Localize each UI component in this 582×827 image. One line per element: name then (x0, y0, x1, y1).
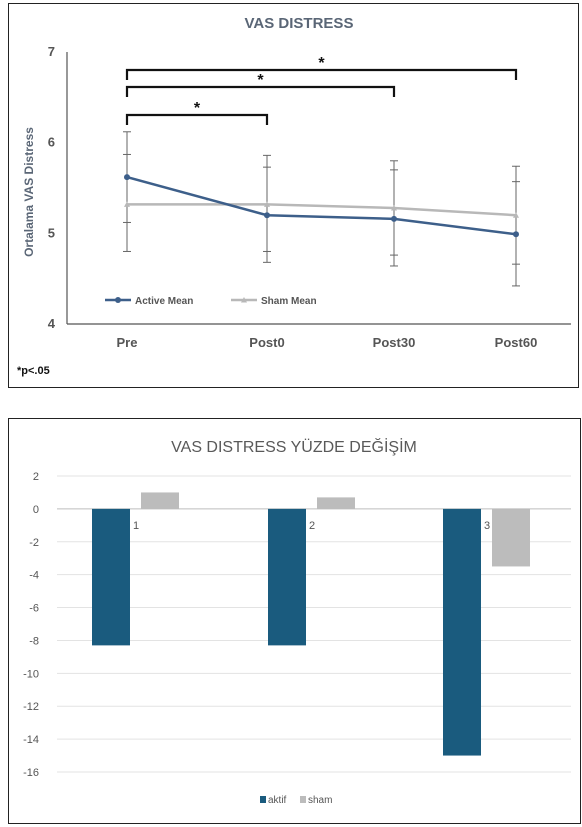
legend-label: Active Mean (135, 296, 193, 307)
data-point (124, 174, 130, 181)
x-tick-label: Post60 (495, 335, 538, 350)
vas-distress-line-chart: VAS DISTRESS Ortalama VAS Distress 4 5 6 7 P… (8, 3, 579, 388)
y-tick-label: -2 (29, 537, 39, 549)
series-line-sham-mean (127, 203, 517, 217)
y-tick-label: 4 (48, 316, 56, 331)
vas-distress-percent-change-bar-chart: VAS DISTRESS YÜZDE DEĞİŞİM 2 0 -2 -4 -6 -8 -10… (8, 418, 581, 824)
y-tick-label: 2 (33, 471, 39, 483)
y-tick-label: -10 (23, 668, 39, 680)
y-tick-label: -12 (23, 701, 39, 713)
significance-note: *p<.05 (17, 365, 50, 377)
bar-chart-svg: VAS DISTRESS YÜZDE DEĞİŞİM 2 0 -2 -4 -6 -8 -10… (23, 437, 571, 806)
y-tick-label: 6 (48, 135, 55, 150)
significance-bracket (125, 85, 396, 97)
legend-label: aktif (268, 795, 287, 806)
y-tick-label: -6 (29, 603, 39, 615)
legend-swatch (260, 796, 266, 803)
chart-title: VAS DISTRESS (245, 15, 354, 32)
significance-star: * (257, 72, 264, 89)
data-point (264, 212, 270, 219)
category-label: 3 (484, 520, 490, 532)
bar-aktif (92, 508, 130, 646)
significance-star: * (318, 55, 325, 72)
x-tick-label: Post0 (249, 335, 284, 350)
data-point (513, 212, 519, 218)
y-tick-label: -4 (29, 570, 39, 582)
y-tick-label: 7 (48, 44, 55, 59)
chart-title: VAS DISTRESS YÜZDE DEĞİŞİM (171, 437, 417, 456)
y-tick-label: 5 (48, 225, 55, 240)
category-label: 1 (133, 520, 139, 532)
data-point (391, 204, 397, 211)
x-tick-label: Pre (117, 335, 138, 350)
series-line-active-mean (126, 175, 517, 236)
bar-sham (317, 497, 355, 509)
legend-label: Sham Mean (261, 296, 317, 307)
legend-label: sham (308, 795, 332, 806)
significance-bracket (125, 68, 518, 80)
y-tick-label: 0 (33, 504, 39, 516)
line-chart-svg: VAS DISTRESS Ortalama VAS Distress 4 5 6 7 P… (17, 15, 571, 377)
legend-marker (241, 297, 247, 303)
legend-swatch (300, 796, 306, 803)
significance-bracket (125, 113, 269, 125)
category-label: 2 (309, 520, 315, 532)
x-tick-label: Post30 (373, 335, 416, 350)
data-point (513, 231, 519, 238)
y-tick-label: -14 (23, 734, 39, 746)
data-point (124, 201, 130, 207)
bar-sham (492, 508, 530, 567)
y-tick-label: -16 (23, 767, 39, 779)
significance-star: * (194, 100, 201, 117)
bar-aktif (268, 508, 306, 646)
y-tick-label: -8 (29, 635, 39, 647)
data-point (391, 215, 397, 222)
bar-aktif (443, 508, 481, 756)
data-point (264, 201, 270, 207)
legend-marker (115, 297, 121, 303)
y-axis-label: Ortalama VAS Distress (22, 127, 36, 257)
bar-sham (141, 492, 179, 509)
